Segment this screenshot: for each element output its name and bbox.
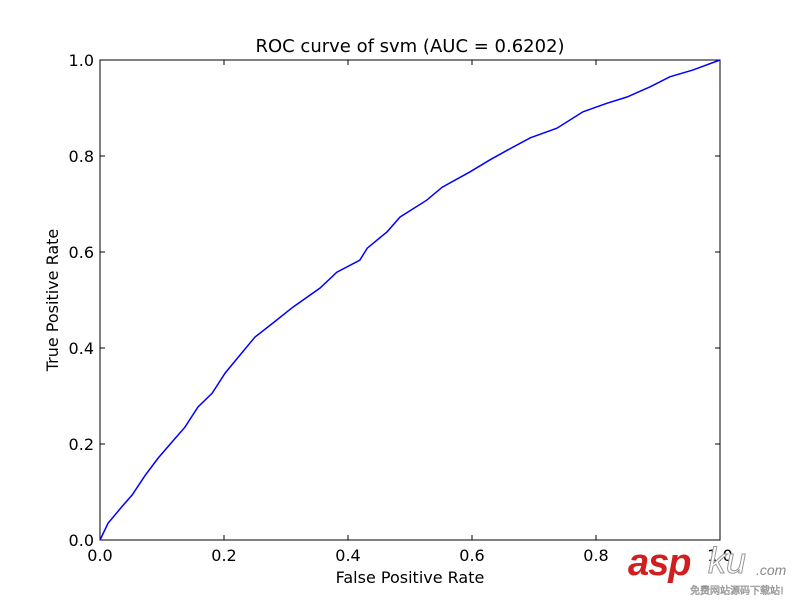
y-tick-labels: 0.0 0.2 0.4 0.6 0.8 1.0 — [69, 51, 94, 550]
axis-ticks — [99, 59, 721, 541]
y-tick-label: 0.4 — [69, 339, 94, 358]
x-tick-label: 0.0 — [87, 546, 112, 565]
y-tick-label: 1.0 — [69, 51, 94, 70]
plot-frame — [99, 59, 721, 541]
x-tick-label: 0.4 — [335, 546, 360, 565]
watermark-brand-outline: ku — [707, 540, 747, 582]
x-tick-labels: 0.0 0.2 0.4 0.6 0.8 1.0 — [87, 546, 732, 565]
y-tick-label: 0.2 — [69, 435, 94, 454]
y-tick-label: 0.0 — [69, 531, 94, 550]
x-tick-label: 0.8 — [583, 546, 608, 565]
y-tick-label: 0.8 — [69, 147, 94, 166]
chart-title: ROC curve of svm (AUC = 0.6202) — [255, 36, 564, 57]
watermark-domain: .com — [756, 562, 787, 578]
watermark-tagline: 免费网站源码下载站! — [690, 586, 785, 598]
roc-curve-line — [99, 59, 721, 541]
watermark-logo: asp ku .com 免费网站源码下载站! — [628, 540, 798, 598]
x-tick-label: 1.0 — [707, 546, 732, 565]
x-tick-label: 0.6 — [459, 546, 484, 565]
x-axis-label: False Positive Rate — [336, 568, 485, 587]
y-axis-label: True Positive Rate — [43, 229, 62, 373]
y-tick-label: 0.6 — [69, 243, 94, 262]
watermark-brand-red: asp — [628, 542, 691, 584]
x-tick-label: 0.2 — [211, 546, 236, 565]
